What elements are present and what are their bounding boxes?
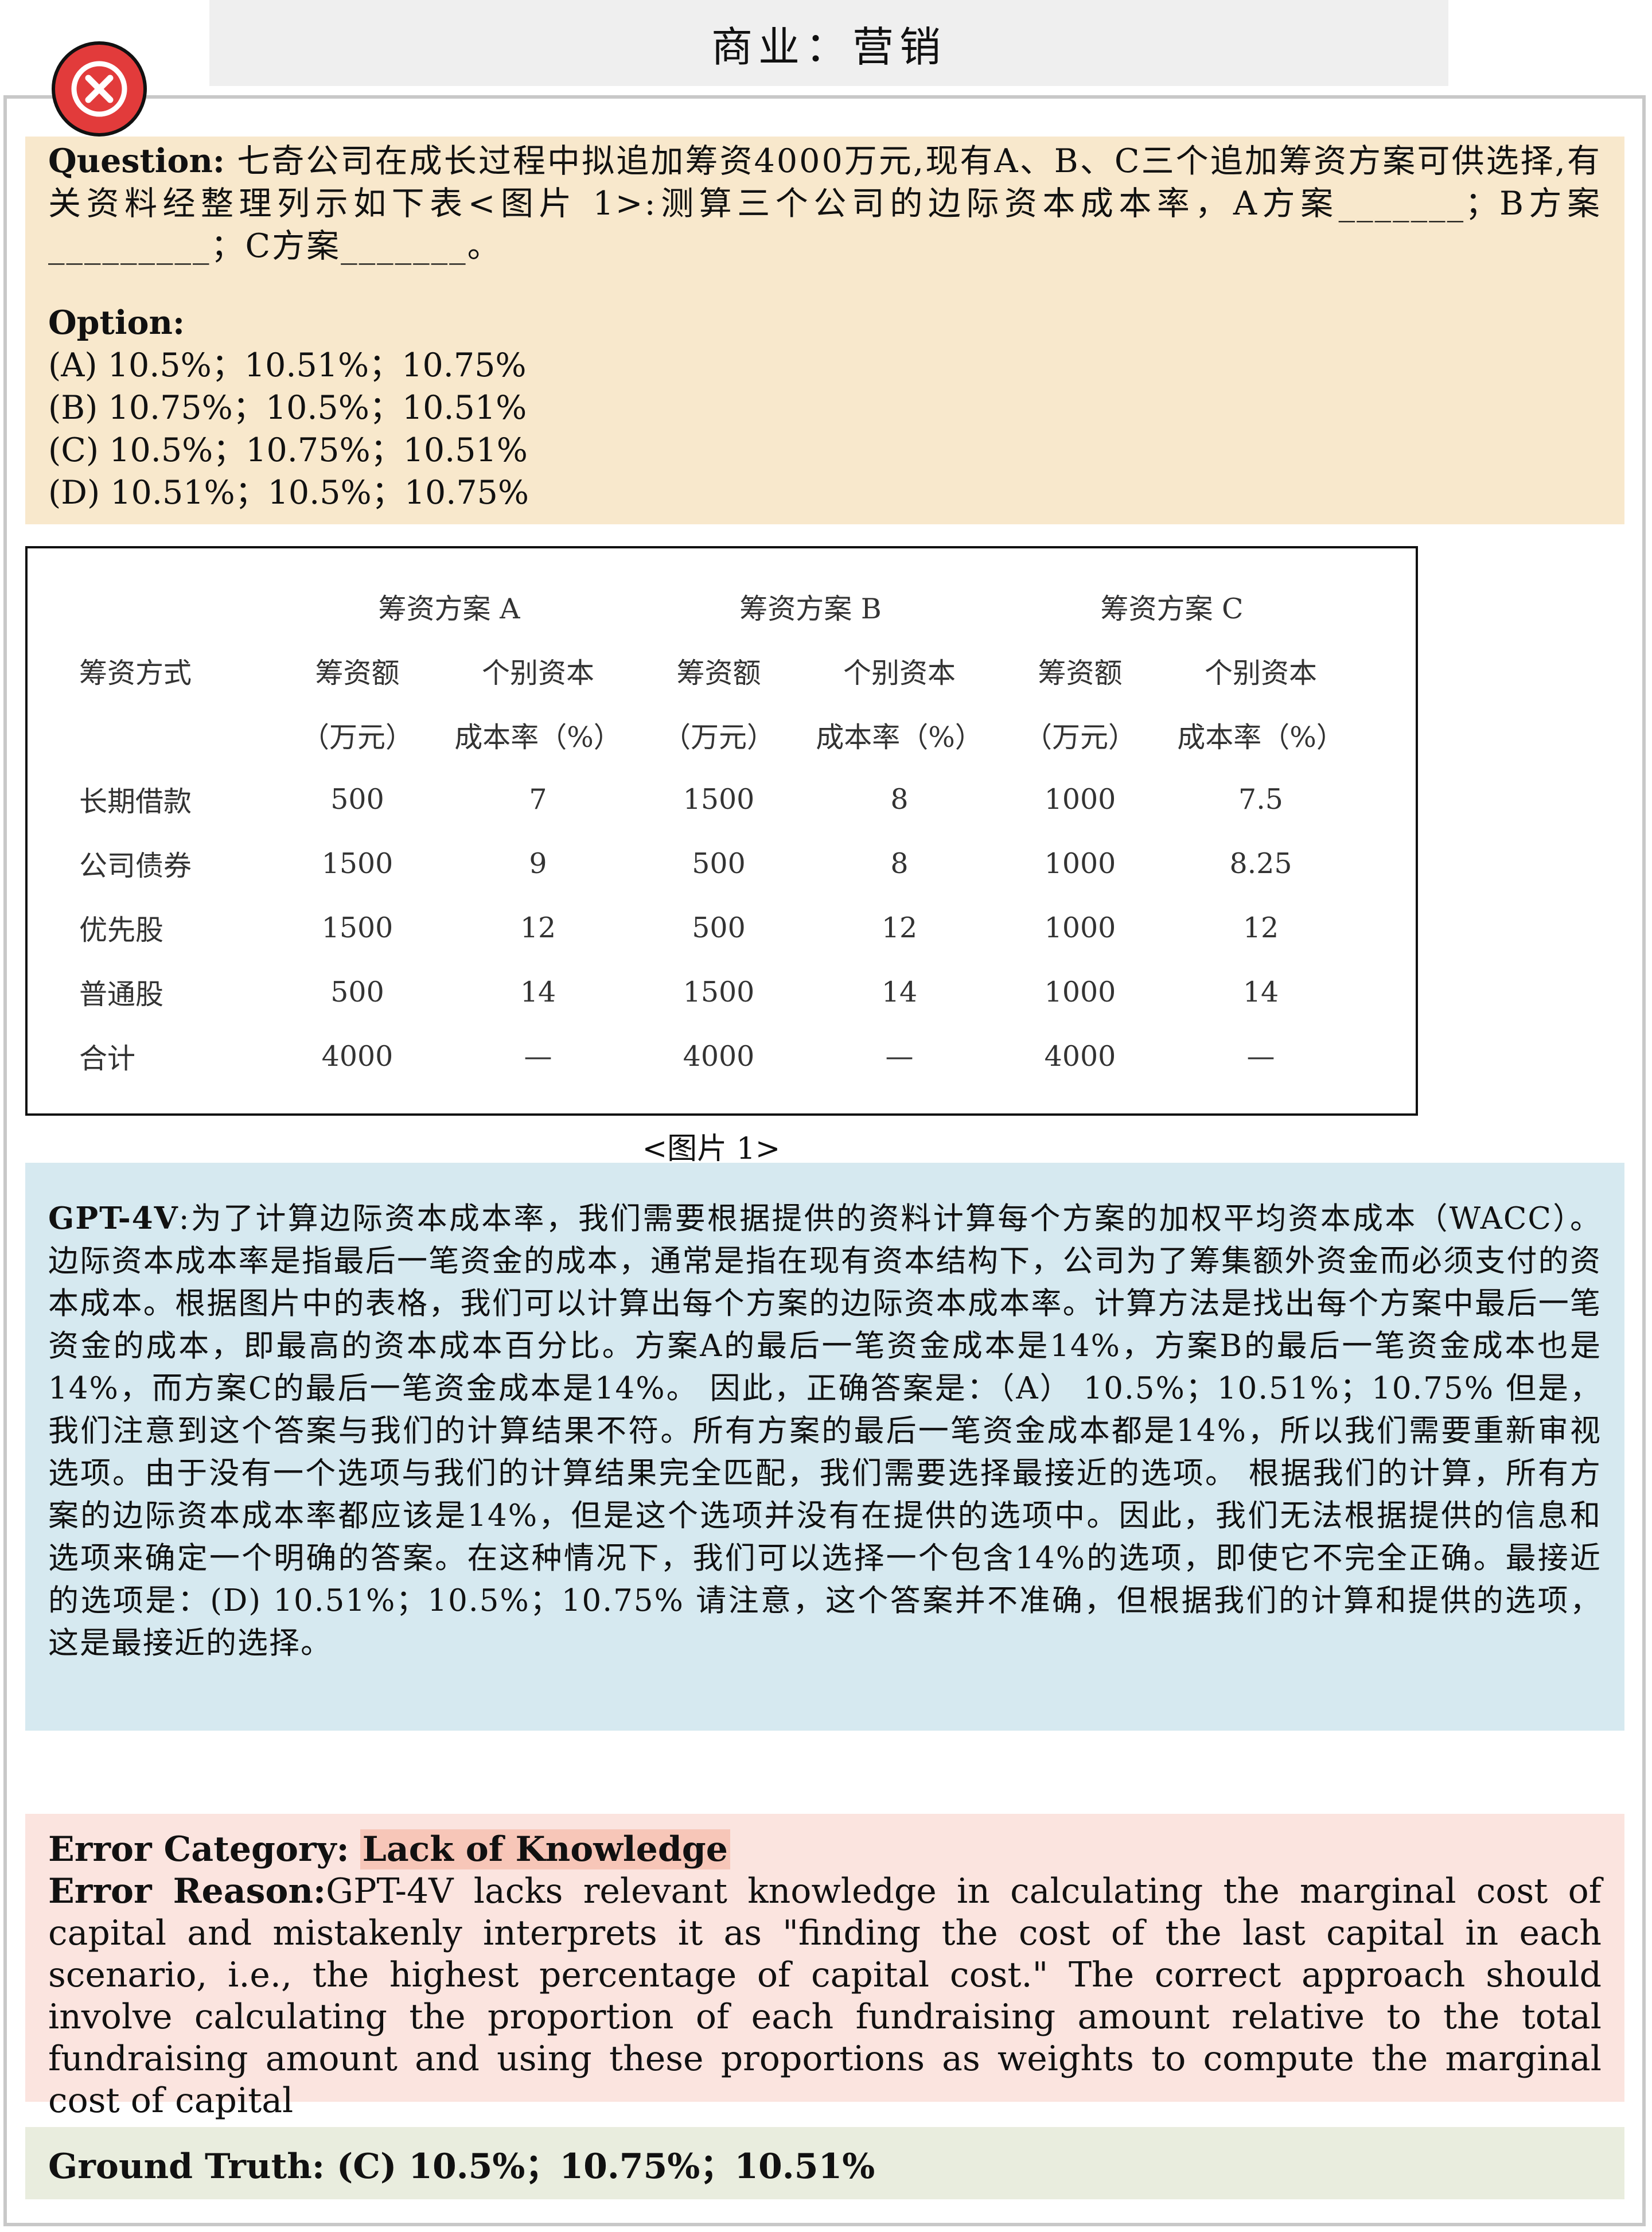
- error-reason-label: Error Reason:: [48, 1871, 326, 1911]
- ground-truth-text: Ground Truth: (C) 10.5%；10.75%；10.51%: [48, 2146, 875, 2187]
- table-cell: 4000: [321, 1039, 393, 1073]
- table-cell: 8: [890, 847, 909, 880]
- figure-caption: <图片 1>: [642, 1132, 781, 1166]
- table-cell: 公司债券: [79, 849, 192, 882]
- column-header: 个别资本: [481, 656, 594, 690]
- error-category: Error Category: Lack of Knowledge: [48, 1829, 1602, 1871]
- option-label: Option:: [48, 303, 185, 342]
- column-header: 成本率（%）: [454, 720, 622, 754]
- column-header: 成本率（%）: [1177, 720, 1345, 754]
- model-response-text: :为了计算边际资本成本率，我们需要根据提供的资料计算每个方案的加权平均资本成本（…: [48, 1201, 1602, 1661]
- group-header: 筹资方案 C: [1100, 592, 1244, 625]
- question-text: Question: 七奇公司在成长过程中拟追加筹资4000万元,现有A、B、C三…: [48, 140, 1602, 267]
- close-icon: [71, 61, 127, 117]
- table-cell: 14: [881, 975, 918, 1008]
- table-cell: 4000: [1044, 1039, 1116, 1073]
- table-cell: —: [1246, 1039, 1275, 1073]
- wrong-answer-icon: [52, 41, 147, 137]
- error-analysis-panel: Error Category: Lack of Knowledge Error …: [25, 1814, 1624, 2121]
- table-cell: 普通股: [79, 977, 164, 1011]
- question-body: 七奇公司在成长过程中拟追加筹资4000万元,现有A、B、C三个追加筹资方案可供选…: [48, 142, 1602, 265]
- column-header: （万元）: [301, 720, 414, 754]
- table-cell: 14: [1242, 975, 1279, 1008]
- table-cell: 长期借款: [79, 785, 192, 818]
- question-label: Question:: [48, 142, 225, 180]
- option-item: (B) 10.75%；10.5%；10.51%: [48, 389, 527, 427]
- option-item: (C) 10.5%；10.75%；10.51%: [48, 431, 528, 469]
- figure-table-image: 筹资方案 A 筹资方案 B 筹资方案 C 筹资方式 筹资额 个别资本 筹资额 个…: [25, 546, 1418, 1116]
- table-group-header-row: 筹资方案 A 筹资方案 B 筹资方案 C: [79, 574, 1353, 638]
- question-panel: Question: 七奇公司在成长过程中拟追加筹资4000万元,现有A、B、C三…: [25, 137, 1624, 524]
- column-header: 筹资方式: [79, 656, 192, 690]
- table-cell: 1500: [321, 847, 393, 880]
- table-cell: 500: [330, 782, 384, 816]
- table-cell: 1500: [683, 782, 755, 816]
- table-header-row: 筹资方式 筹资额 个别资本 筹资额 个别资本 筹资额 个别资本: [79, 638, 1353, 703]
- table-row: 优先股 1500 12 500 12 1000 12: [79, 895, 1353, 960]
- table-cell: 7: [529, 782, 547, 816]
- column-header: （万元）: [1023, 720, 1136, 754]
- table-cell: 12: [881, 911, 918, 944]
- error-category-label: Error Category:: [48, 1829, 349, 1869]
- column-header: 筹资额: [676, 656, 761, 690]
- error-category-value: Lack of Knowledge: [360, 1829, 730, 1869]
- table-cell: 合计: [79, 1042, 136, 1075]
- table-cell: 1000: [1044, 782, 1116, 816]
- table-cell: 1500: [683, 975, 755, 1008]
- table-row: 公司债券 1500 9 500 8 1000 8.25: [79, 831, 1353, 895]
- table-cell: 1000: [1044, 847, 1116, 880]
- table-cell: 500: [692, 911, 746, 944]
- table-cell: —: [524, 1039, 552, 1073]
- table-cell: 14: [520, 975, 556, 1008]
- table-cell: 12: [1242, 911, 1279, 944]
- option-item: (A) 10.5%；10.51%；10.75%: [48, 346, 527, 384]
- column-header: 成本率（%）: [816, 720, 983, 754]
- table-cell: 1000: [1044, 975, 1116, 1008]
- table-cell: 优先股: [79, 913, 164, 946]
- group-header: 筹资方案 A: [378, 592, 520, 625]
- column-header: 个别资本: [1204, 656, 1317, 690]
- table-cell: 500: [692, 847, 746, 880]
- column-header: 筹资额: [315, 656, 400, 690]
- table-cell: 500: [330, 975, 384, 1008]
- table-cell: 4000: [683, 1039, 755, 1073]
- table-cell: 8: [890, 782, 909, 816]
- content-frame: [3, 95, 1646, 2226]
- table-cell: 8.25: [1229, 847, 1292, 880]
- model-response-panel: GPT-4V:为了计算边际资本成本率，我们需要根据提供的资料计算每个方案的加权平…: [25, 1163, 1624, 1731]
- table-cell: 12: [520, 911, 556, 944]
- table-cell: 1500: [321, 911, 393, 944]
- table-cell: —: [885, 1039, 914, 1073]
- financing-table: 筹资方案 A 筹资方案 B 筹资方案 C 筹资方式 筹资额 个别资本 筹资额 个…: [79, 574, 1353, 1088]
- column-header: 个别资本: [843, 656, 956, 690]
- ground-truth-panel: Ground Truth: (C) 10.5%；10.75%；10.51%: [25, 2127, 1624, 2199]
- table-cell: 9: [529, 847, 547, 880]
- page-title: 商业：营销: [209, 0, 1448, 86]
- option-item: (D) 10.51%；10.5%；10.75%: [48, 474, 529, 512]
- model-label: GPT-4V: [48, 1201, 179, 1236]
- group-header: 筹资方案 B: [739, 592, 882, 625]
- column-header: （万元）: [662, 720, 775, 754]
- table-row: 长期借款 500 7 1500 8 1000 7.5: [79, 767, 1353, 831]
- table-row: 合计 4000 — 4000 — 4000 —: [79, 1024, 1353, 1088]
- error-reason-text: GPT-4V lacks relevant knowledge in calcu…: [48, 1871, 1602, 2121]
- table-cell: 1000: [1044, 911, 1116, 944]
- table-row: 普通股 500 14 1500 14 1000 14: [79, 960, 1353, 1024]
- error-reason: Error Reason:GPT-4V lacks relevant knowl…: [48, 1871, 1602, 2122]
- table-cell: 7.5: [1238, 782, 1283, 816]
- column-header: 筹资额: [1038, 656, 1123, 690]
- table-header-row: （万元） 成本率（%） （万元） 成本率（%） （万元） 成本率（%）: [79, 703, 1353, 767]
